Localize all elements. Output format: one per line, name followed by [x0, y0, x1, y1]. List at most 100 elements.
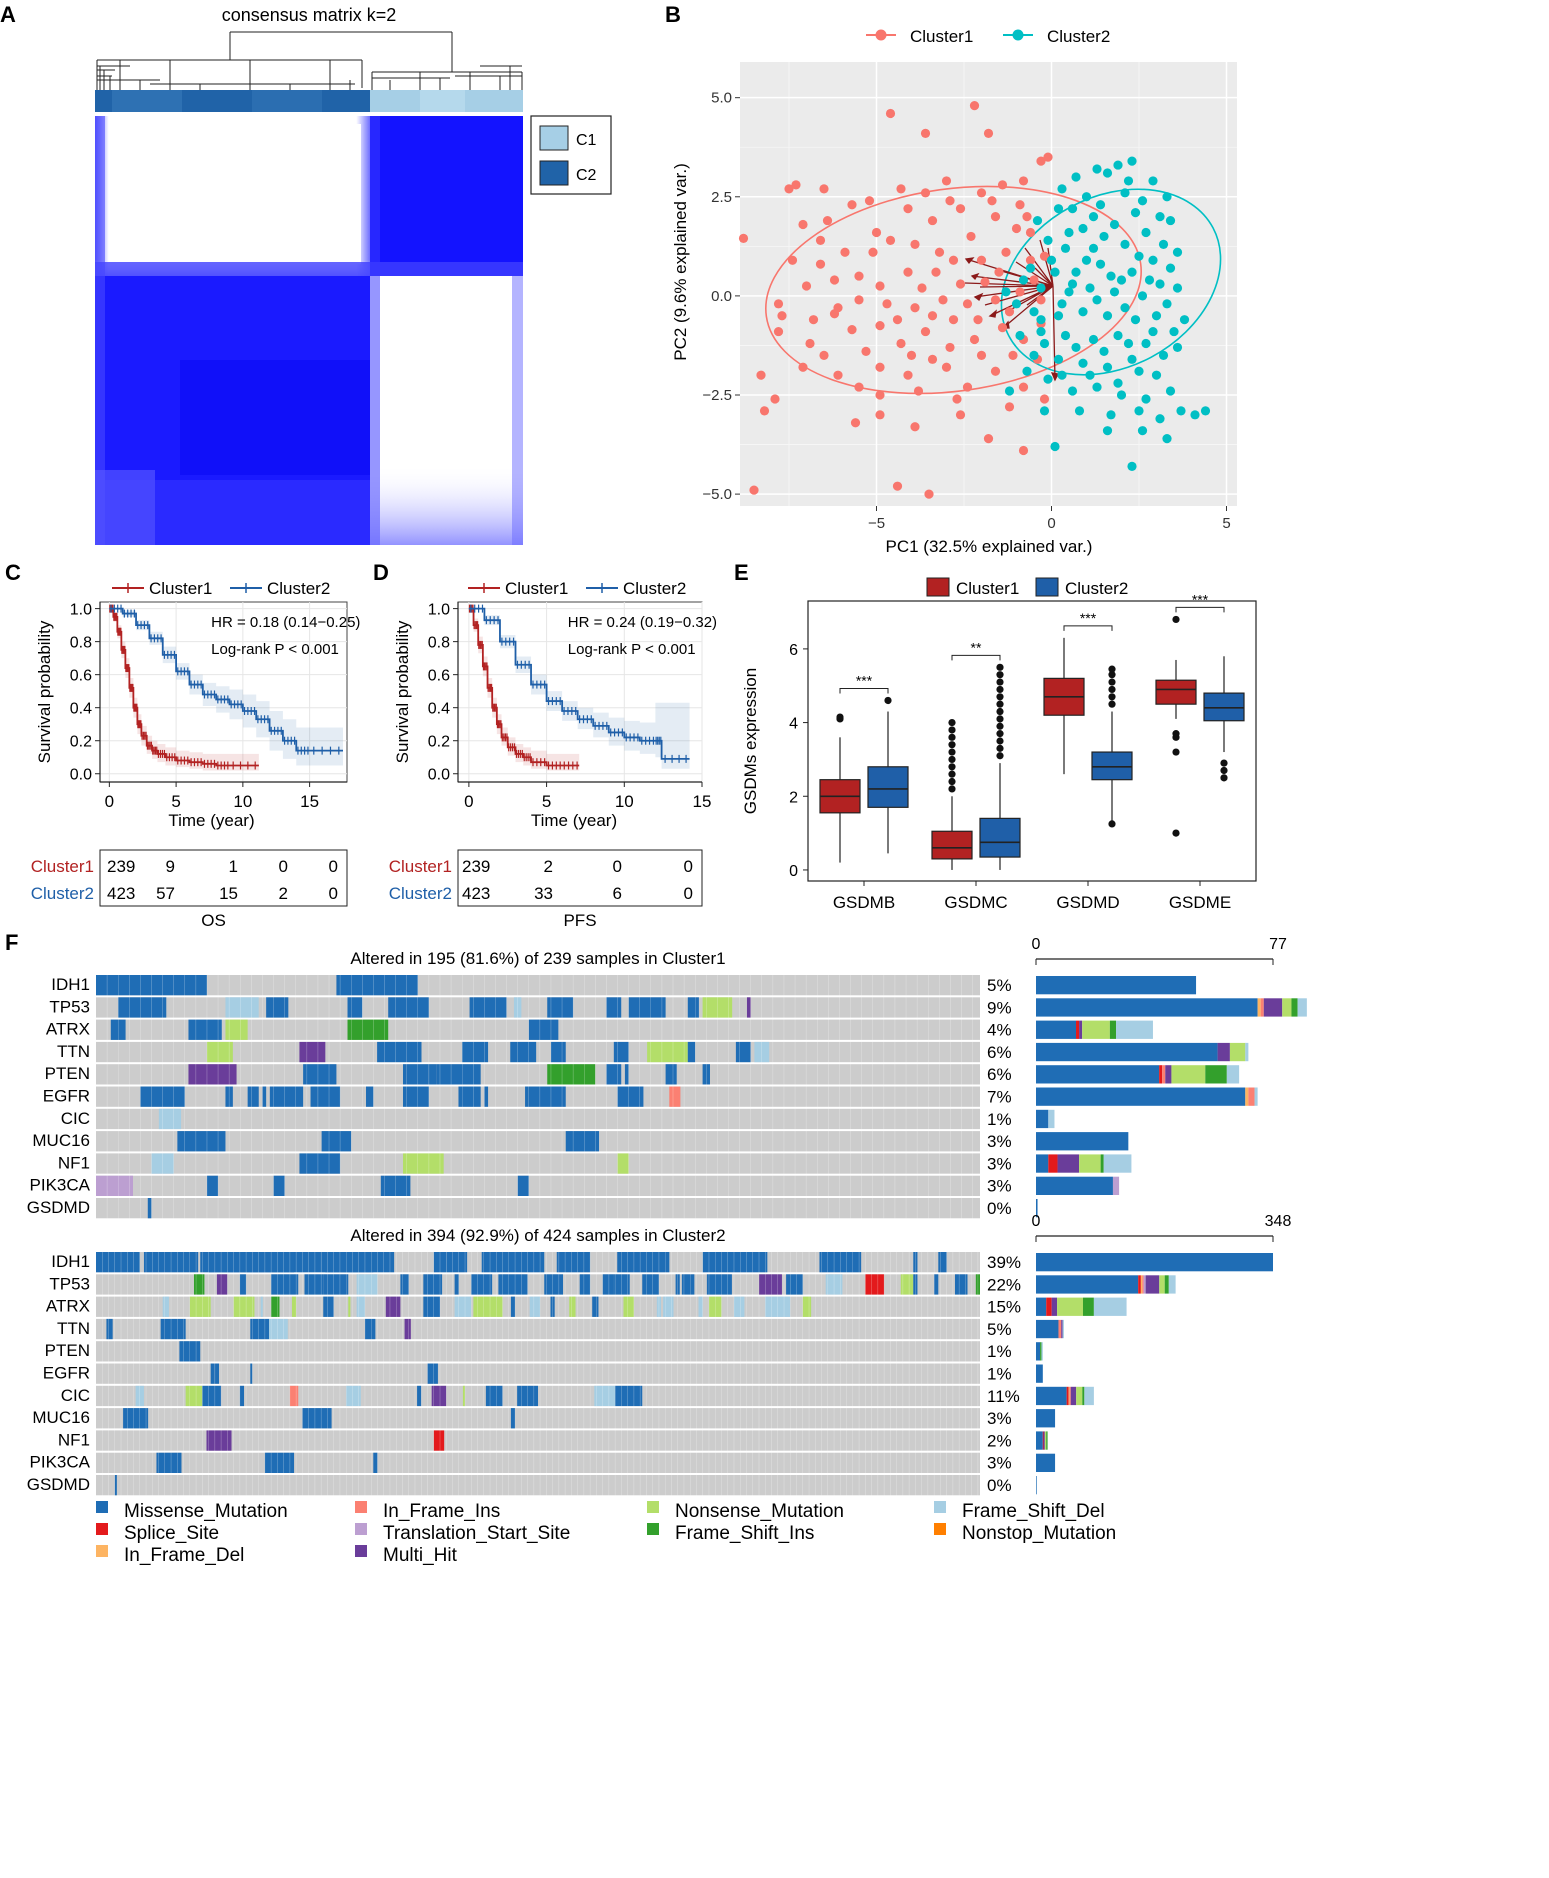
mutation-cell — [269, 1318, 288, 1340]
point-cluster2 — [1039, 406, 1050, 416]
percent-label: 0% — [987, 1199, 1012, 1218]
point-cluster2 — [1043, 235, 1053, 245]
gene-label-idh1: IDH1 — [51, 1252, 90, 1271]
point-cluster1 — [808, 315, 819, 325]
point-cluster2 — [1032, 215, 1043, 226]
side-bar-segment — [1042, 1431, 1044, 1450]
y-tick-label: 0 — [789, 863, 798, 880]
point-cluster1 — [934, 247, 945, 257]
point-cluster1 — [910, 422, 920, 432]
side-bar-segment — [1143, 1275, 1146, 1294]
point-cluster1 — [854, 382, 864, 392]
oncoplot-row-background — [96, 997, 980, 1018]
mutation-cell — [304, 1274, 324, 1295]
point-cluster1 — [787, 255, 798, 265]
ci-band-cluster2 — [468, 608, 690, 769]
point-cluster1 — [1011, 223, 1022, 234]
gene-label-cic: CIC — [61, 1109, 90, 1128]
oncoplot-row-background — [96, 1408, 980, 1429]
mutation-cell — [250, 1318, 270, 1340]
mutation-cell — [669, 1086, 681, 1107]
km-xlabel: Time (year) — [531, 811, 617, 830]
point-cluster2 — [1102, 426, 1113, 436]
outlier-point — [948, 770, 956, 778]
mutation-cell — [423, 1296, 441, 1317]
point-cluster2 — [1067, 279, 1078, 289]
legend-mutation-label: Multi_Hit — [383, 1545, 458, 1566]
legend-label: Cluster2 — [267, 579, 330, 598]
point-cluster1 — [791, 180, 801, 190]
point-cluster2 — [1043, 374, 1053, 384]
side-bar-segment — [1100, 1154, 1104, 1173]
point-cluster2 — [1130, 315, 1141, 325]
mutation-cell — [529, 1296, 541, 1317]
mutation-cell — [556, 1252, 591, 1273]
point-cluster2 — [1004, 386, 1015, 396]
point-cluster1 — [966, 231, 976, 242]
y-tick-label: 0.8 — [428, 635, 450, 652]
legend-mutation-label: Nonsense_Mutation — [675, 1501, 844, 1522]
mutation-cell — [865, 1274, 885, 1295]
outlier-point — [1220, 774, 1228, 782]
point-cluster2 — [1162, 299, 1172, 309]
mutation-cell — [225, 997, 259, 1018]
point-cluster2 — [1165, 215, 1176, 226]
mutation-cell — [373, 1452, 378, 1473]
mutation-cell — [617, 1252, 670, 1273]
point-cluster2 — [1036, 283, 1046, 293]
point-cluster1 — [773, 326, 784, 337]
mutation-cell — [485, 1385, 503, 1407]
point-cluster1 — [833, 370, 843, 380]
side-bar-segment — [1076, 1386, 1083, 1406]
side-bar-segment — [1159, 1065, 1163, 1084]
point-cluster2 — [1057, 184, 1067, 194]
oncoplot-row-background — [96, 1198, 980, 1219]
mutation-cell — [347, 997, 363, 1018]
risk-value: 0 — [613, 857, 622, 876]
mutation-cell — [473, 1296, 503, 1317]
side-bar-segment — [1112, 1176, 1120, 1195]
legend-swatch — [647, 1501, 659, 1513]
mutation-cell — [615, 1385, 643, 1407]
point-cluster2 — [1134, 366, 1144, 376]
box-gsdmb-cluster2 — [867, 766, 909, 808]
gene-label-nf1: NF1 — [58, 1153, 90, 1172]
outlier-point — [1108, 678, 1116, 686]
side-bar-segment — [1159, 1275, 1165, 1294]
point-cluster1 — [962, 299, 973, 309]
point-cluster2 — [1148, 326, 1158, 337]
mutation-cell — [454, 1296, 472, 1317]
side-bar-segment — [1082, 1386, 1085, 1406]
legend-swatch — [647, 1523, 659, 1535]
y-tick-label: −5.0 — [702, 486, 732, 503]
mutation-cell — [786, 1274, 803, 1295]
risk-value: 423 — [107, 884, 135, 903]
point-cluster2 — [1071, 172, 1081, 182]
point-cluster1 — [875, 321, 885, 331]
risk-row-label: Cluster2 — [389, 884, 452, 903]
point-cluster2 — [1085, 370, 1095, 380]
point-cluster2 — [1060, 330, 1071, 341]
mutation-cell — [484, 1086, 489, 1107]
point-cluster2 — [1123, 176, 1134, 186]
side-bar-segment — [1068, 1386, 1070, 1406]
point-cluster2 — [1064, 287, 1074, 297]
point-cluster2 — [1176, 406, 1186, 416]
dendrogram — [96, 31, 523, 90]
outlier-point — [948, 718, 956, 727]
point-cluster1 — [829, 275, 840, 285]
point-cluster2 — [1106, 410, 1116, 420]
mutation-cell — [250, 1363, 253, 1384]
oncoplot-row-background — [96, 1318, 980, 1340]
point-cluster1 — [1029, 275, 1039, 285]
point-cluster1 — [913, 386, 924, 396]
mutation-cell — [189, 1296, 211, 1317]
side-bar-segment — [1036, 1176, 1113, 1195]
outlier-point — [1172, 748, 1180, 756]
side-bar-segment — [1145, 1275, 1160, 1294]
point-cluster1 — [910, 303, 920, 313]
point-cluster2 — [1200, 406, 1211, 416]
point-cluster1 — [955, 279, 966, 289]
mutation-cell — [900, 1274, 914, 1295]
mutation-cell — [291, 1296, 297, 1317]
